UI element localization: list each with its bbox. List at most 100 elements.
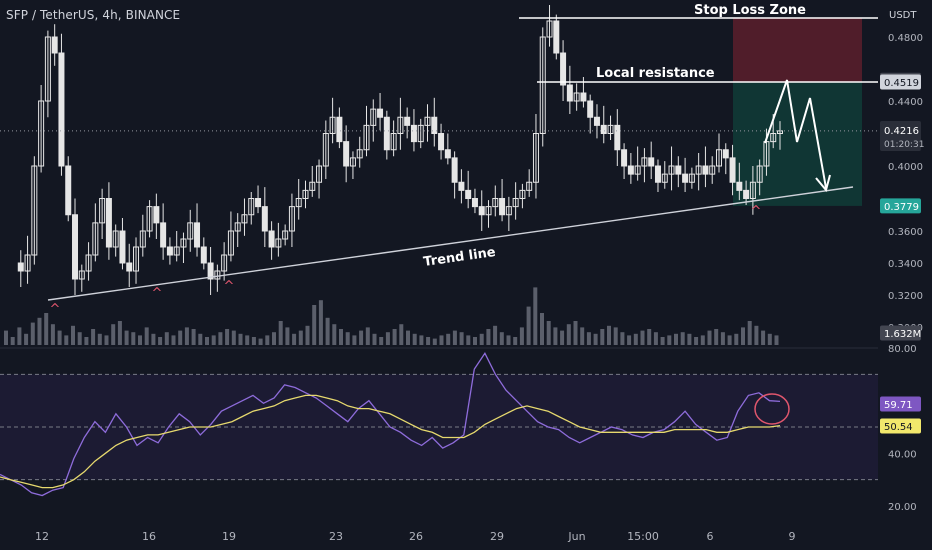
candle-body	[356, 149, 363, 159]
candle-body	[383, 116, 390, 151]
candle-body	[126, 262, 133, 272]
candle-body	[105, 198, 112, 248]
candle-body	[600, 124, 607, 134]
candle-body	[363, 124, 370, 151]
volume-bar	[399, 324, 404, 345]
volume-bar	[426, 337, 431, 345]
volume-bar	[144, 327, 149, 345]
volume-bar	[392, 329, 397, 345]
volume-bar	[754, 325, 759, 345]
candle-body	[255, 198, 262, 208]
resistance-price-badge: 0.4519	[884, 78, 919, 89]
candle-body	[417, 124, 424, 143]
candle-body	[390, 133, 397, 151]
volume-bar	[352, 335, 357, 345]
volume-bar	[720, 332, 725, 345]
x-tick-label: 23	[329, 530, 343, 543]
candle-body	[302, 189, 309, 199]
candle-body	[51, 36, 58, 54]
x-tick-label: 15:00	[627, 530, 659, 543]
candle-body	[58, 52, 65, 167]
rsi-tick-label: 80.00	[888, 344, 917, 355]
candle-body	[492, 198, 499, 208]
volume-bar	[412, 333, 417, 345]
volume-bar	[747, 321, 752, 345]
volume-bar	[479, 333, 484, 345]
target-zone	[733, 81, 862, 206]
candle-body	[614, 124, 621, 151]
x-tick-label: 16	[142, 530, 156, 543]
candle-body	[160, 222, 167, 248]
candle-body	[275, 238, 282, 248]
volume-badge-bg	[880, 325, 921, 341]
rsi-value-badge-bg	[880, 396, 921, 412]
volume-bar	[607, 325, 611, 345]
volume-bar	[519, 327, 524, 345]
candle-body	[736, 181, 743, 191]
volume-bar	[727, 335, 732, 345]
volume-bar	[419, 335, 424, 345]
candle-body	[44, 36, 51, 102]
candle-body	[17, 262, 24, 272]
volume-bar	[741, 327, 745, 345]
x-tick-label: 12	[35, 530, 49, 543]
volume-bar	[111, 324, 116, 345]
candle-body	[173, 246, 180, 256]
candle-body	[24, 254, 31, 272]
candle-body	[553, 20, 560, 54]
volume-bar	[560, 330, 565, 345]
last-price-badge: 0.4216	[884, 126, 919, 137]
candle-body	[573, 92, 580, 102]
volume-bar	[385, 332, 390, 345]
volume-bar	[325, 317, 330, 345]
price-tick-label: 0.3600	[888, 227, 923, 238]
volume-bar	[553, 327, 558, 345]
volume-bar	[674, 333, 678, 345]
target-price-badge: 0.3779	[884, 202, 919, 213]
volume-bar	[258, 338, 263, 345]
candle-body	[78, 270, 85, 280]
candle-body	[72, 214, 79, 280]
candle-body	[410, 124, 417, 143]
candle-body	[715, 149, 722, 167]
rsi-ma-value-badge-bg	[880, 418, 921, 434]
volume-bar	[71, 325, 75, 345]
candle-body	[587, 100, 594, 118]
volume-bar	[546, 321, 551, 345]
candle-body	[539, 36, 546, 134]
candle-body	[566, 84, 573, 102]
volume-bar	[124, 330, 129, 345]
volume-bar	[312, 305, 317, 345]
candle-body	[580, 92, 587, 102]
volume-bar	[332, 324, 337, 345]
volume-bar	[680, 332, 685, 345]
volume-bar	[700, 335, 705, 345]
volume-bar	[265, 335, 270, 345]
volume-bar	[117, 321, 122, 345]
volume-bar	[452, 330, 457, 345]
volume-bar	[138, 335, 142, 345]
rsi-tick-label: 20.00	[888, 502, 917, 513]
volume-bar	[613, 327, 618, 345]
candle-body	[221, 254, 228, 272]
candle-body	[397, 116, 404, 134]
candle-body	[139, 230, 146, 248]
volume-bar	[91, 329, 96, 345]
volume-bar	[225, 329, 230, 345]
candle-body	[180, 238, 187, 248]
candle-body	[499, 198, 506, 216]
volume-bar	[359, 330, 364, 345]
volume-bar	[714, 329, 719, 345]
price-tick-label: 0.4400	[888, 97, 923, 108]
volume-bar	[205, 337, 209, 345]
volume-bar	[245, 335, 250, 345]
candle-body	[261, 206, 268, 232]
price-tick-label: 0.3200	[888, 291, 923, 302]
candle-body	[268, 230, 275, 248]
candle-body	[431, 116, 438, 134]
volume-bar	[379, 337, 384, 345]
candle-body	[532, 133, 539, 183]
last-price-badge-bg	[880, 121, 921, 151]
candle-body	[546, 20, 553, 38]
